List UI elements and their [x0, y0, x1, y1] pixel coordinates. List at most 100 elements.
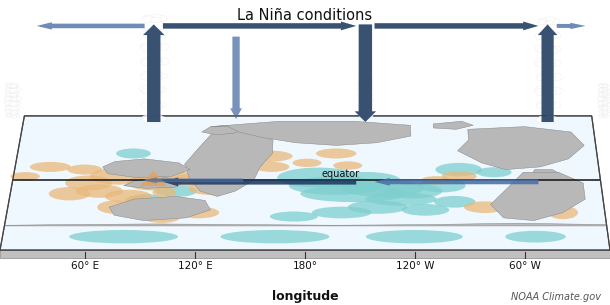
Circle shape [605, 84, 609, 87]
Circle shape [534, 88, 549, 96]
Circle shape [6, 111, 12, 113]
Circle shape [151, 28, 162, 34]
Polygon shape [375, 22, 539, 30]
Circle shape [550, 117, 559, 121]
Circle shape [538, 116, 547, 120]
Ellipse shape [442, 171, 477, 181]
Polygon shape [458, 127, 584, 170]
Polygon shape [140, 171, 167, 186]
Polygon shape [557, 23, 586, 29]
Circle shape [602, 114, 608, 117]
Circle shape [9, 109, 18, 113]
Polygon shape [124, 178, 183, 188]
Ellipse shape [105, 190, 152, 203]
Circle shape [362, 102, 371, 106]
Circle shape [605, 106, 610, 109]
Polygon shape [0, 250, 610, 258]
Circle shape [358, 104, 365, 108]
Circle shape [140, 100, 155, 107]
Circle shape [357, 87, 366, 91]
Circle shape [548, 18, 560, 24]
Ellipse shape [76, 184, 123, 198]
Ellipse shape [144, 213, 180, 223]
Circle shape [365, 114, 373, 118]
Ellipse shape [156, 185, 197, 197]
Circle shape [544, 115, 555, 120]
Polygon shape [0, 116, 610, 250]
Circle shape [598, 93, 604, 96]
Circle shape [5, 102, 12, 105]
Circle shape [357, 82, 366, 86]
Circle shape [5, 105, 12, 108]
Circle shape [365, 77, 373, 81]
Ellipse shape [552, 188, 582, 205]
Circle shape [151, 42, 162, 48]
Circle shape [364, 89, 370, 92]
Text: equator: equator [321, 169, 359, 179]
Polygon shape [529, 170, 565, 180]
Circle shape [363, 87, 370, 91]
Circle shape [603, 96, 608, 99]
Ellipse shape [333, 161, 362, 170]
Circle shape [151, 118, 161, 123]
Circle shape [9, 106, 18, 110]
Circle shape [363, 84, 370, 87]
Circle shape [605, 97, 610, 100]
Circle shape [151, 89, 162, 95]
Text: longitude: longitude [271, 290, 339, 303]
Ellipse shape [49, 187, 90, 200]
Circle shape [545, 45, 555, 50]
Circle shape [544, 76, 556, 82]
Ellipse shape [125, 196, 154, 206]
Circle shape [548, 102, 561, 108]
Ellipse shape [133, 203, 168, 217]
Ellipse shape [523, 196, 553, 210]
Text: 180°: 180° [293, 261, 317, 271]
Circle shape [10, 96, 17, 99]
Ellipse shape [168, 174, 210, 186]
Polygon shape [354, 24, 376, 122]
Circle shape [363, 92, 371, 96]
Circle shape [602, 106, 608, 109]
Circle shape [9, 88, 18, 93]
Polygon shape [538, 24, 558, 122]
Circle shape [155, 58, 169, 65]
Circle shape [367, 109, 373, 112]
Circle shape [150, 17, 162, 23]
Circle shape [151, 100, 161, 106]
Circle shape [605, 93, 610, 96]
Circle shape [367, 104, 373, 107]
Ellipse shape [240, 150, 293, 162]
Circle shape [598, 97, 605, 101]
Circle shape [364, 100, 370, 103]
Circle shape [545, 31, 554, 36]
Circle shape [603, 105, 607, 108]
Circle shape [362, 94, 371, 98]
Circle shape [142, 88, 153, 94]
Circle shape [143, 15, 153, 20]
Circle shape [363, 113, 370, 117]
Circle shape [534, 59, 548, 66]
Circle shape [357, 94, 365, 98]
Circle shape [10, 84, 17, 88]
Text: 120° E: 120° E [178, 261, 212, 271]
Ellipse shape [418, 179, 465, 192]
Circle shape [10, 91, 18, 95]
Circle shape [548, 32, 561, 38]
Circle shape [5, 97, 12, 101]
Polygon shape [102, 159, 190, 178]
Text: NOAA Climate.gov: NOAA Climate.gov [511, 292, 601, 302]
Circle shape [10, 93, 17, 97]
Circle shape [603, 89, 608, 92]
Ellipse shape [505, 231, 565, 242]
Ellipse shape [128, 194, 163, 204]
Ellipse shape [65, 175, 112, 191]
Circle shape [363, 77, 370, 80]
Polygon shape [143, 24, 165, 122]
Polygon shape [230, 37, 242, 119]
Circle shape [13, 106, 20, 109]
Circle shape [363, 110, 370, 113]
Circle shape [598, 96, 605, 100]
Circle shape [156, 73, 168, 79]
Circle shape [598, 84, 605, 86]
